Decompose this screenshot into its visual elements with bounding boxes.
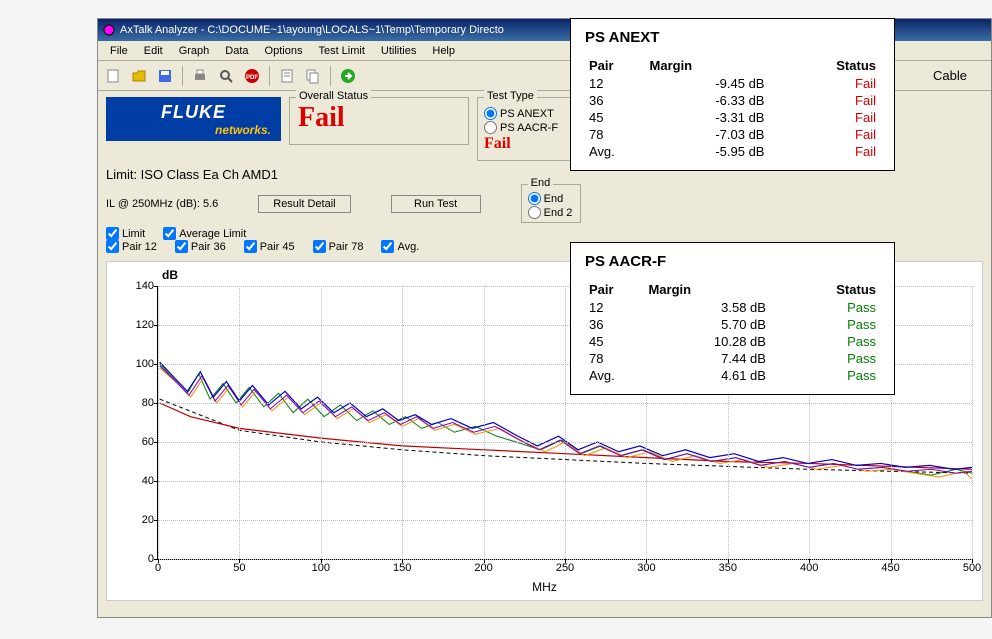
overall-status-value: Fail <box>298 102 460 134</box>
overlay-anext-title: PS ANEXT <box>585 29 880 46</box>
table-row: 787.44 dBPass <box>585 350 880 367</box>
menu-help[interactable]: Help <box>424 43 463 59</box>
test-type-group: Test Type PS ANEXTPS AACR-F Fail <box>477 97 577 161</box>
check-pair-12[interactable]: Pair 12 <box>106 240 157 253</box>
run-test-button[interactable]: Run Test <box>391 195 481 213</box>
app-icon <box>102 23 116 37</box>
table-row: Avg.4.61 dBPass <box>585 367 880 384</box>
menu-data[interactable]: Data <box>217 43 256 59</box>
check-pair-78[interactable]: Pair 78 <box>313 240 364 253</box>
go-icon[interactable] <box>337 65 359 87</box>
col-margin: Margin <box>644 280 795 299</box>
overlay-aacrf-table: PairMarginStatus 123.58 dBPass365.70 dBP… <box>585 280 880 384</box>
cable-label: Cable <box>933 68 967 83</box>
table-row: 4510.28 dBPass <box>585 333 880 350</box>
overlay-anext-table: PairMarginStatus 12-9.45 dBFail36-6.33 d… <box>585 56 880 160</box>
test-type-option-aacrf[interactable]: PS AACR-F <box>484 121 570 134</box>
end-option-1[interactable]: End 2 <box>528 206 574 219</box>
test-type-label: Test Type <box>484 90 537 102</box>
col-pair: Pair <box>585 56 646 75</box>
table-row: 12-9.45 dBFail <box>585 75 880 92</box>
radio-end-0[interactable] <box>528 192 541 205</box>
separator <box>182 66 183 86</box>
il-text: IL @ 250MHz (dB): 5.6 <box>106 198 218 210</box>
table-row: 365.70 dBPass <box>585 316 880 333</box>
checkbox-average-limit[interactable] <box>163 227 176 240</box>
sheet-icon[interactable] <box>276 65 298 87</box>
logo-top: FLUKE <box>161 102 226 123</box>
save-icon[interactable] <box>154 65 176 87</box>
il-row: IL @ 250MHz (dB): 5.6 Result Detail Run … <box>98 184 991 223</box>
table-row: 45-3.31 dBFail <box>585 109 880 126</box>
table-row: 78-7.03 dBFail <box>585 126 880 143</box>
checkbox-pair-78[interactable] <box>313 240 326 253</box>
result-detail-button[interactable]: Result Detail <box>258 195 350 213</box>
check-pair-36[interactable]: Pair 36 <box>175 240 226 253</box>
test-type-status: Fail <box>484 135 570 153</box>
checkbox-pair-45[interactable] <box>244 240 257 253</box>
end-group: End EndEnd 2 <box>521 184 581 223</box>
check-avg-[interactable]: Avg. <box>381 240 419 253</box>
overall-status-group: Overall Status Fail <box>289 97 469 145</box>
window-title: AxTalk Analyzer - C:\DOCUME~1\ayoung\LOC… <box>120 24 504 36</box>
pdf-icon[interactable]: PDF <box>241 65 263 87</box>
checkbox-avg-[interactable] <box>381 240 394 253</box>
checks-row1: Limit Average Limit <box>98 223 991 240</box>
separator <box>269 66 270 86</box>
overlay-ps-aacrf: PS AACR-F PairMarginStatus 123.58 dBPass… <box>570 242 895 395</box>
svg-text:PDF: PDF <box>246 75 258 81</box>
menu-graph[interactable]: Graph <box>171 43 218 59</box>
col-status: Status <box>796 280 880 299</box>
separator <box>330 66 331 86</box>
new-icon[interactable] <box>102 65 124 87</box>
logo: FLUKE networks. <box>106 97 281 141</box>
open-icon[interactable] <box>128 65 150 87</box>
chart-ylabel: dB <box>162 268 178 282</box>
end-label: End <box>528 177 554 189</box>
col-status: Status <box>794 56 880 75</box>
menu-test-limit[interactable]: Test Limit <box>310 43 372 59</box>
menu-edit[interactable]: Edit <box>136 43 171 59</box>
end-option-0[interactable]: End <box>528 192 574 205</box>
checkbox-pair-12[interactable] <box>106 240 119 253</box>
preview-icon[interactable] <box>215 65 237 87</box>
radio-aacrf[interactable] <box>484 121 497 134</box>
check-limit[interactable]: Limit <box>106 227 145 240</box>
radio-end-1[interactable] <box>528 206 541 219</box>
col-margin: Margin <box>646 56 795 75</box>
table-row: 123.58 dBPass <box>585 299 880 316</box>
menu-file[interactable]: File <box>102 43 136 59</box>
menu-utilities[interactable]: Utilities <box>373 43 424 59</box>
overall-status-label: Overall Status <box>296 90 371 102</box>
check-average-limit[interactable]: Average Limit <box>163 227 246 240</box>
checkbox-limit[interactable] <box>106 227 119 240</box>
col-pair: Pair <box>585 280 644 299</box>
overlay-aacrf-title: PS AACR-F <box>585 253 880 270</box>
copy-icon[interactable] <box>302 65 324 87</box>
test-type-option-anext[interactable]: PS ANEXT <box>484 107 570 120</box>
check-pair-45[interactable]: Pair 45 <box>244 240 295 253</box>
menu-options[interactable]: Options <box>257 43 311 59</box>
overlay-ps-anext: PS ANEXT PairMarginStatus 12-9.45 dBFail… <box>570 18 895 171</box>
table-row: 36-6.33 dBFail <box>585 92 880 109</box>
logo-bottom: networks. <box>215 123 271 137</box>
table-row: Avg.-5.95 dBFail <box>585 143 880 160</box>
checkbox-pair-36[interactable] <box>175 240 188 253</box>
radio-anext[interactable] <box>484 107 497 120</box>
print-icon[interactable] <box>189 65 211 87</box>
chart-xlabel: MHz <box>532 580 557 594</box>
